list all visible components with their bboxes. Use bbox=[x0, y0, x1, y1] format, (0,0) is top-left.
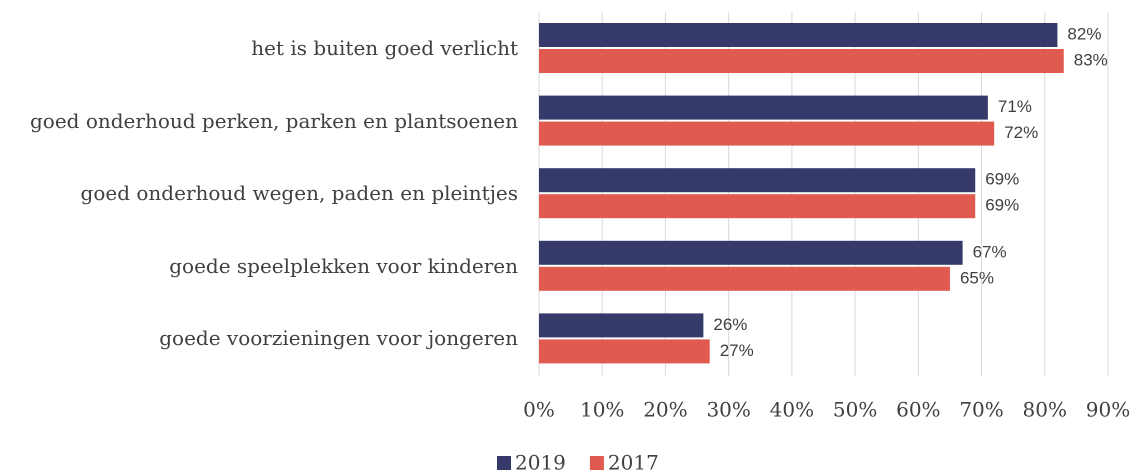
x-tick-label: 50% bbox=[833, 398, 877, 422]
value-label: 69% bbox=[985, 170, 1019, 189]
bar bbox=[539, 23, 1058, 47]
category-label: goed onderhoud wegen, paden en pleintjes bbox=[80, 181, 518, 206]
value-label: 72% bbox=[1004, 123, 1038, 142]
bar bbox=[539, 339, 710, 364]
value-label: 27% bbox=[720, 341, 754, 360]
x-tick-label: 0% bbox=[523, 398, 555, 422]
bar bbox=[539, 121, 995, 146]
value-label: 69% bbox=[985, 196, 1019, 215]
x-tick-label: 30% bbox=[706, 398, 750, 422]
value-label: 71% bbox=[998, 97, 1032, 116]
x-tick-label: 40% bbox=[770, 398, 814, 422]
legend-swatch bbox=[497, 456, 511, 470]
bar bbox=[539, 194, 976, 219]
value-label: 67% bbox=[973, 242, 1007, 261]
value-label: 83% bbox=[1074, 50, 1108, 69]
bar bbox=[539, 313, 704, 338]
x-tick-label: 80% bbox=[1023, 398, 1067, 422]
bar bbox=[539, 49, 1064, 73]
value-label: 65% bbox=[960, 268, 994, 287]
x-tick-label: 20% bbox=[643, 398, 687, 422]
bar bbox=[539, 266, 950, 291]
value-label: 26% bbox=[713, 315, 747, 334]
legend-label: 2019 bbox=[515, 451, 566, 473]
category-label: goede voorzieningen voor jongeren bbox=[159, 326, 518, 351]
legend-swatch bbox=[589, 456, 604, 470]
x-tick-label: 10% bbox=[580, 398, 624, 422]
bar bbox=[539, 95, 988, 120]
legend-label: 2017 bbox=[608, 451, 659, 473]
x-tick-label: 60% bbox=[896, 398, 940, 422]
x-tick-label: 90% bbox=[1086, 398, 1130, 422]
bar bbox=[539, 240, 963, 265]
category-label: goed onderhoud perken, parken en plantso… bbox=[29, 108, 518, 133]
category-label: het is buiten goed verlicht bbox=[251, 36, 518, 60]
x-tick-label: 70% bbox=[959, 398, 1003, 422]
category-label: goede speelplekken voor kinderen bbox=[169, 253, 518, 278]
value-label: 82% bbox=[1067, 24, 1101, 43]
bar bbox=[539, 168, 976, 193]
